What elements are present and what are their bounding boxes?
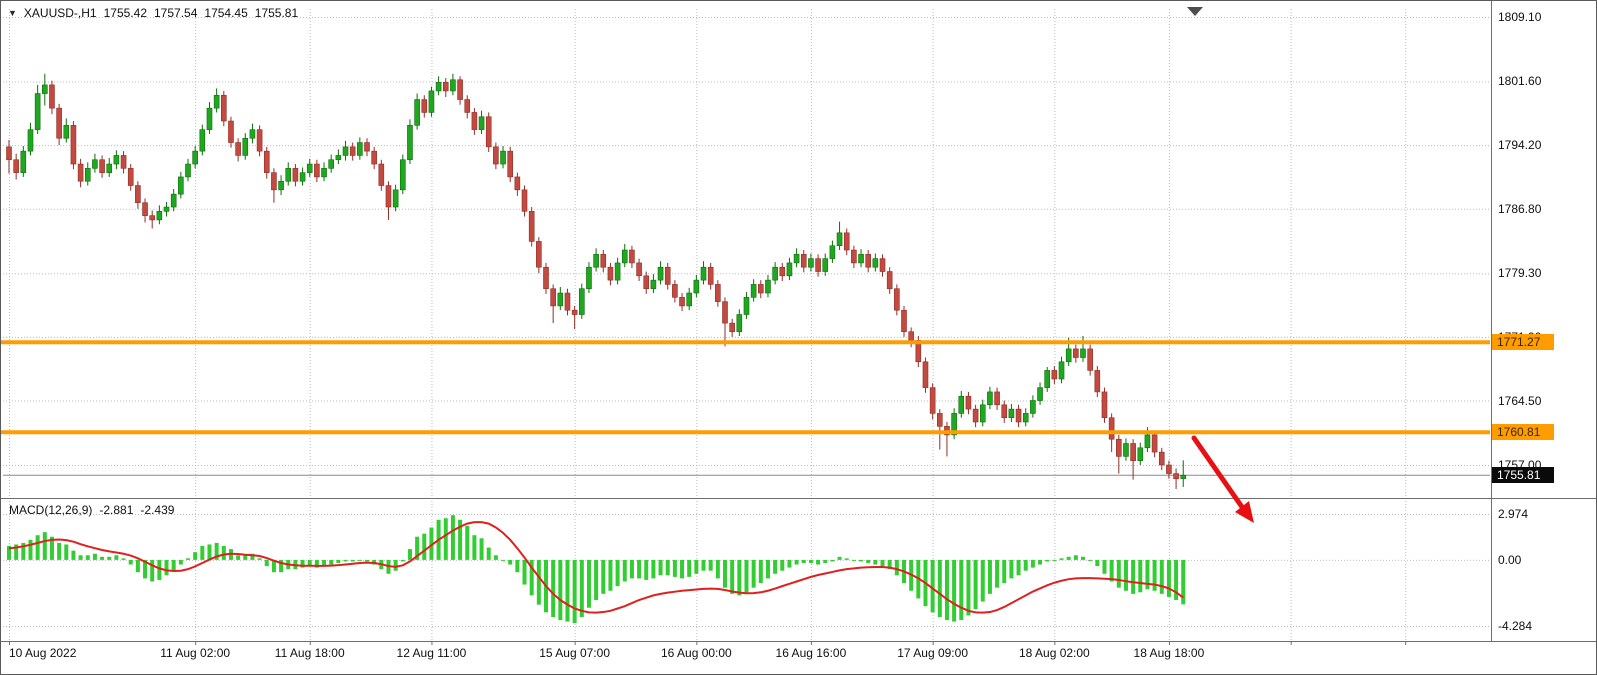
macd-axis-label: -4.284 bbox=[1498, 619, 1533, 633]
price-axis-label: 1809.10 bbox=[1498, 10, 1542, 24]
macd-signal-value: -2.439 bbox=[140, 503, 175, 517]
time-axis-label: 10 Aug 2022 bbox=[9, 646, 77, 660]
symbol-dropdown-icon[interactable]: ▼ bbox=[8, 7, 17, 18]
chart-symbol-header: ▼ XAUUSD-,H1 1755.42 1757.54 1754.45 175… bbox=[8, 6, 298, 20]
horizontal-level-lines[interactable] bbox=[1, 340, 1490, 435]
ohlc-high-value: 1757.54 bbox=[154, 6, 198, 20]
time-axis-label: 17 Aug 09:00 bbox=[897, 646, 968, 660]
price-axis-label: 1794.20 bbox=[1498, 138, 1542, 153]
macd-indicator-label: MACD(12,26,9) -2.881 -2.439 bbox=[9, 503, 174, 517]
time-axis-label: 18 Aug 02:00 bbox=[1018, 646, 1090, 660]
time-axis-label: 15 Aug 07:00 bbox=[539, 646, 610, 660]
price-axis-label: 1764.50 bbox=[1498, 393, 1542, 408]
macd-axis-label: 0.00 bbox=[1498, 552, 1522, 567]
time-axis-label: 12 Aug 11:00 bbox=[396, 646, 467, 660]
ohlc-close-value: 1755.81 bbox=[254, 6, 299, 20]
price-axis-label: 1801.60 bbox=[1498, 74, 1542, 89]
macd-name: MACD(12,26,9) bbox=[9, 503, 93, 517]
macd-signal-line bbox=[8, 521, 1184, 614]
time-axis-label: 18 Aug 18:00 bbox=[1133, 646, 1205, 660]
resistance-price-badge: 1771.27 bbox=[1492, 334, 1554, 351]
support-price-badge: 1760.81 bbox=[1492, 424, 1554, 441]
ohlc-open-value: 1755.42 bbox=[103, 6, 147, 20]
time-axis-label: 16 Aug 16:00 bbox=[775, 646, 847, 660]
candles-layer bbox=[6, 73, 1187, 490]
trend-arrow[interactable] bbox=[1191, 435, 1254, 523]
chart-shift-marker-icon[interactable] bbox=[1187, 7, 1203, 16]
price-axis-label: 1786.80 bbox=[1498, 201, 1542, 216]
time-axis-label: 11 Aug 18:00 bbox=[274, 646, 345, 660]
symbol-timeframe-label: XAUUSD-,H1 bbox=[23, 6, 97, 20]
macd-axis-label: 2.974 bbox=[1498, 507, 1529, 521]
grid-layer bbox=[3, 9, 1490, 641]
price-axis-label: 1779.30 bbox=[1498, 266, 1542, 281]
time-axis-label: 16 Aug 00:00 bbox=[660, 646, 732, 660]
ohlc-low-value: 1754.45 bbox=[204, 6, 248, 20]
current-price-badge: 1755.81 bbox=[1492, 467, 1554, 484]
time-axis-label: 11 Aug 02:00 bbox=[160, 646, 231, 660]
pane-borders bbox=[1, 1, 1596, 645]
macd-main-value: -2.881 bbox=[99, 503, 134, 517]
